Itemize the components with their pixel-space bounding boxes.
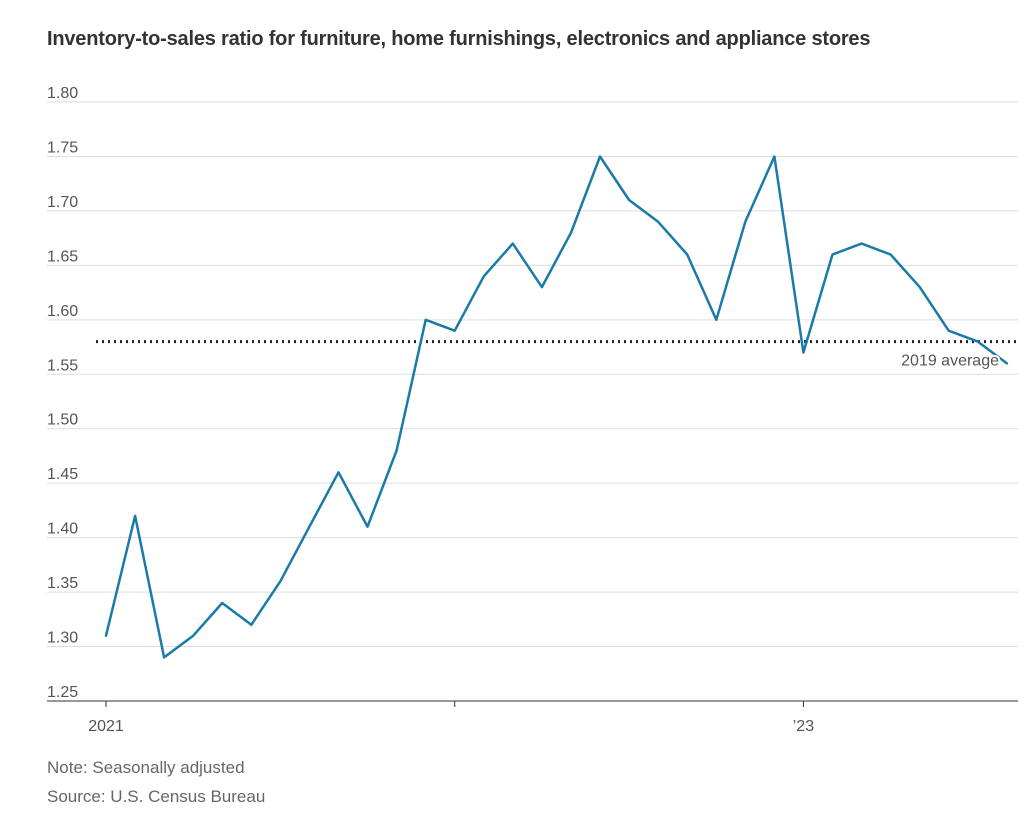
y-tick-label: 1.25: [47, 684, 78, 701]
gridlines: [47, 101, 1018, 648]
chart-source: Source: U.S. Census Bureau: [47, 787, 266, 806]
y-tick-label: 1.35: [47, 575, 78, 592]
y-tick-label: 1.40: [47, 521, 78, 538]
reference-line-label: 2019 average: [901, 353, 999, 370]
y-tick-label: 1.45: [47, 466, 78, 483]
y-tick-label: 1.65: [47, 248, 78, 265]
y-tick-label: 1.30: [47, 630, 78, 647]
y-tick-label: 1.70: [47, 194, 78, 211]
y-tick-label: 1.80: [47, 85, 78, 102]
y-tick-label: 1.50: [47, 412, 78, 429]
x-tick-label: ’23: [793, 718, 814, 735]
y-axis-tick-labels: 1.80 1.75 1.70 1.65 1.60 1.55 1.50 1.45 1.40 1.35…: [47, 85, 78, 701]
series-group: 2019 average: [104, 155, 1009, 659]
y-tick-label: 1.60: [47, 303, 78, 320]
chart-title: Inventory-to-sales ratio for furniture, …: [47, 28, 871, 50]
y-tick-label: 1.55: [47, 357, 78, 374]
series-line: [104, 155, 1009, 659]
y-tick-label: 1.75: [47, 139, 78, 156]
chart-note: Note: Seasonally adjusted: [47, 758, 245, 777]
x-axis-ticks: 2021 ’23: [88, 701, 814, 735]
x-tick-label: 2021: [88, 718, 124, 735]
